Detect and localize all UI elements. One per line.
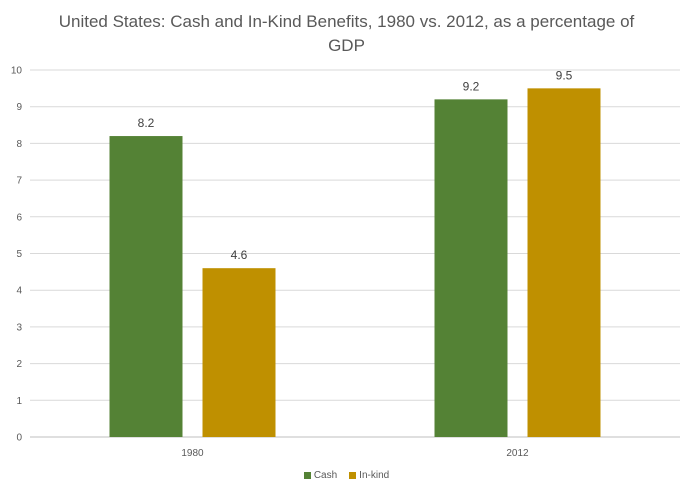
y-tick-label: 8	[16, 139, 22, 150]
legend-label: Cash	[313, 470, 338, 481]
chart-title: United States: Cash and In-Kind Benefits…	[58, 12, 635, 55]
data-label: 4.6	[231, 248, 248, 262]
chart-legend: Cash In-kind	[0, 470, 693, 481]
legend-swatch	[303, 472, 311, 479]
legend-label: In-kind	[359, 470, 390, 481]
legend-item: Cash	[303, 470, 338, 481]
y-tick-label: 1	[16, 396, 22, 407]
y-tick-label: 3	[16, 322, 22, 333]
data-label: 8.2	[138, 116, 155, 130]
data-label: 9.2	[463, 79, 480, 93]
y-tick-label: 7	[16, 176, 22, 187]
y-tick-label: 6	[16, 212, 22, 223]
y-tick-label: 5	[16, 249, 22, 260]
y-tick-label: 9	[16, 102, 22, 113]
legend-swatch	[349, 472, 357, 479]
x-tick-label: 1980	[181, 448, 204, 459]
bar-in-kind-2012	[527, 88, 601, 437]
bar-in-kind-1980	[202, 268, 276, 437]
legend-item: In-kind	[349, 470, 389, 481]
y-tick-label: 0	[16, 433, 22, 444]
data-label: 9.5	[556, 68, 573, 82]
bar-cash-1980	[109, 136, 183, 437]
y-tick-label: 4	[16, 286, 22, 297]
x-tick-label: 2012	[506, 448, 529, 459]
bar-cash-2012	[434, 99, 508, 438]
y-tick-label: 10	[11, 66, 23, 77]
y-tick-label: 2	[16, 359, 22, 370]
